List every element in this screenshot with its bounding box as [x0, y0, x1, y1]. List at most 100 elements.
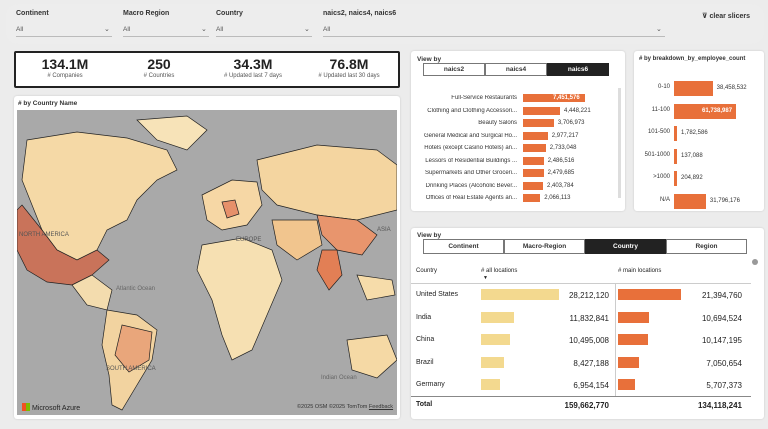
- main-locations-bar[interactable]: [618, 334, 648, 345]
- main-locations-bar[interactable]: [618, 289, 681, 300]
- sort-desc-icon[interactable]: ▼: [483, 275, 488, 281]
- world-map[interactable]: [17, 110, 397, 415]
- all-locations-bar[interactable]: [481, 379, 501, 390]
- naics-row-label: Clothing and Clothing Accessori...: [427, 107, 517, 114]
- naics-bar[interactable]: [523, 181, 543, 190]
- kpi-label: # Updated last 30 days: [318, 73, 380, 79]
- country-name[interactable]: Germany: [416, 381, 445, 388]
- label-south-america: SOUTH AMERICA: [106, 366, 156, 372]
- kpi-value: 34.3M: [233, 56, 273, 72]
- col-header-all[interactable]: # all locations: [481, 268, 518, 274]
- total-all: 159,662,770: [564, 401, 610, 410]
- main-locations-value: 10,147,195: [701, 336, 742, 345]
- employee-bar[interactable]: [674, 193, 706, 209]
- label-asia: ASIA: [377, 227, 391, 233]
- employee-value: 61,738,987: [702, 107, 733, 114]
- chevron-down-icon[interactable]: ⌄: [304, 26, 310, 33]
- map-title: # by Country Name: [18, 100, 78, 107]
- tab-naics4[interactable]: naics4: [485, 63, 547, 76]
- label-atlantic: Atlantic Ocean: [116, 286, 156, 292]
- naics-tabs: naics2 naics4 naics6: [423, 63, 609, 76]
- tab-country[interactable]: Country: [585, 239, 666, 254]
- view-by-label: View by: [417, 56, 442, 63]
- country-name[interactable]: United States: [416, 291, 459, 298]
- slicer-label: Macro Region: [123, 10, 170, 17]
- employee-value: 137,088: [681, 152, 703, 159]
- employee-bar[interactable]: [674, 171, 677, 186]
- kpi-label: # Countries: [143, 73, 175, 79]
- country-name[interactable]: India: [416, 313, 432, 321]
- employee-bar[interactable]: [674, 126, 677, 141]
- naics-row-label: Drinking Places (Alcoholic Bever...: [425, 182, 517, 189]
- country-name[interactable]: Brazil: [416, 358, 434, 366]
- tab-continent[interactable]: Continent: [423, 239, 504, 254]
- employee-value: 1,782,586: [681, 130, 708, 136]
- employee-row-label: N/A: [659, 196, 670, 203]
- all-locations-bar[interactable]: [481, 289, 559, 300]
- naics-value: 2,486,516: [547, 157, 575, 164]
- total-label: Total: [416, 401, 433, 408]
- kpi-value: 134.1M: [41, 56, 89, 72]
- tab-naics2[interactable]: naics2: [423, 63, 485, 76]
- all-locations-value: 10,495,008: [568, 336, 609, 345]
- all-locations-value: 28,212,120: [568, 291, 609, 300]
- employee-row-label: 0-10: [657, 84, 670, 90]
- map-panel: # by Country Name NORTH AMERICA EUROPE A…: [14, 96, 400, 419]
- main-locations-bar[interactable]: [618, 356, 639, 368]
- tab-region[interactable]: Region: [666, 239, 747, 254]
- slicer-label: Continent: [16, 10, 49, 17]
- scrollbar[interactable]: [618, 88, 621, 198]
- employee-value: 38,458,532: [716, 85, 747, 91]
- naics-value: 2,066,113: [544, 195, 571, 201]
- naics-value: 2,733,048: [549, 145, 577, 151]
- naics-bar[interactable]: [523, 194, 541, 202]
- naics-bar[interactable]: [523, 106, 560, 115]
- employee-bar[interactable]: [674, 148, 677, 164]
- naics-bar[interactable]: [523, 131, 548, 140]
- microsoft-logo-icon: [22, 403, 30, 411]
- slicer-continent[interactable]: Continent All ⌄: [16, 10, 112, 37]
- chevron-down-icon[interactable]: ⌄: [104, 26, 110, 33]
- tab-naics6[interactable]: naics6: [547, 63, 609, 76]
- naics-bar[interactable]: [523, 144, 546, 152]
- azure-brand: Microsoft Azure: [22, 403, 80, 412]
- slicer-naics[interactable]: naics2, naics4, naics6 All ⌄: [323, 10, 665, 37]
- naics-bar[interactable]: [523, 119, 554, 127]
- naics-row-label: Supermarkets and Other Groceri...: [424, 170, 517, 176]
- employee-row-label: >1000: [653, 174, 670, 180]
- naics-row-label: Full-Service Restaurants: [451, 95, 517, 101]
- clear-slicers-button[interactable]: ⊽ clear slicers: [702, 12, 750, 20]
- tab-macro-region[interactable]: Macro-Region: [504, 239, 585, 254]
- employees-title: # by breakdown_by_employee_count: [639, 56, 746, 62]
- all-locations-bar[interactable]: [481, 356, 505, 368]
- kpi-label: # Companies: [47, 73, 83, 79]
- feedback-link[interactable]: Feedback: [368, 404, 394, 410]
- slicer-country[interactable]: Country All ⌄: [216, 10, 312, 37]
- kpi-updated-7: 34.3M # Updated last 7 days: [208, 56, 298, 79]
- naics-row-label: Hotels (except Casino Hotels) an...: [424, 145, 517, 151]
- all-locations-bar[interactable]: [481, 311, 514, 323]
- clear-slicers-label: clear slicers: [709, 13, 750, 20]
- col-header-country[interactable]: Country: [416, 268, 438, 274]
- view-by-label: View by: [417, 232, 442, 239]
- employee-bar[interactable]: [674, 103, 736, 119]
- employees-panel: # by breakdown_by_employee_count 0-10 38,…: [634, 51, 764, 211]
- naics-bar[interactable]: [523, 156, 544, 165]
- chevron-down-icon[interactable]: ⌄: [201, 26, 207, 33]
- kpi-companies: 134.1M # Companies: [20, 56, 110, 79]
- country-name[interactable]: China: [416, 336, 435, 343]
- slicer-value: All: [323, 26, 331, 33]
- slicer-value: All: [16, 26, 24, 33]
- main-locations-value: 7,050,654: [706, 358, 742, 368]
- main-locations-bar[interactable]: [618, 379, 635, 390]
- scroll-indicator[interactable]: [752, 259, 758, 265]
- naics-value: 3,706,973: [557, 120, 585, 126]
- employee-bar[interactable]: [674, 81, 713, 96]
- all-locations-bar[interactable]: [481, 334, 511, 345]
- naics-bar[interactable]: [523, 94, 585, 102]
- slicer-macro-region[interactable]: Macro Region All ⌄: [123, 10, 209, 37]
- main-locations-bar[interactable]: [618, 311, 650, 323]
- chevron-down-icon[interactable]: ⌄: [656, 26, 662, 33]
- col-header-main[interactable]: # main locations: [618, 268, 662, 274]
- naics-bar[interactable]: [523, 169, 544, 177]
